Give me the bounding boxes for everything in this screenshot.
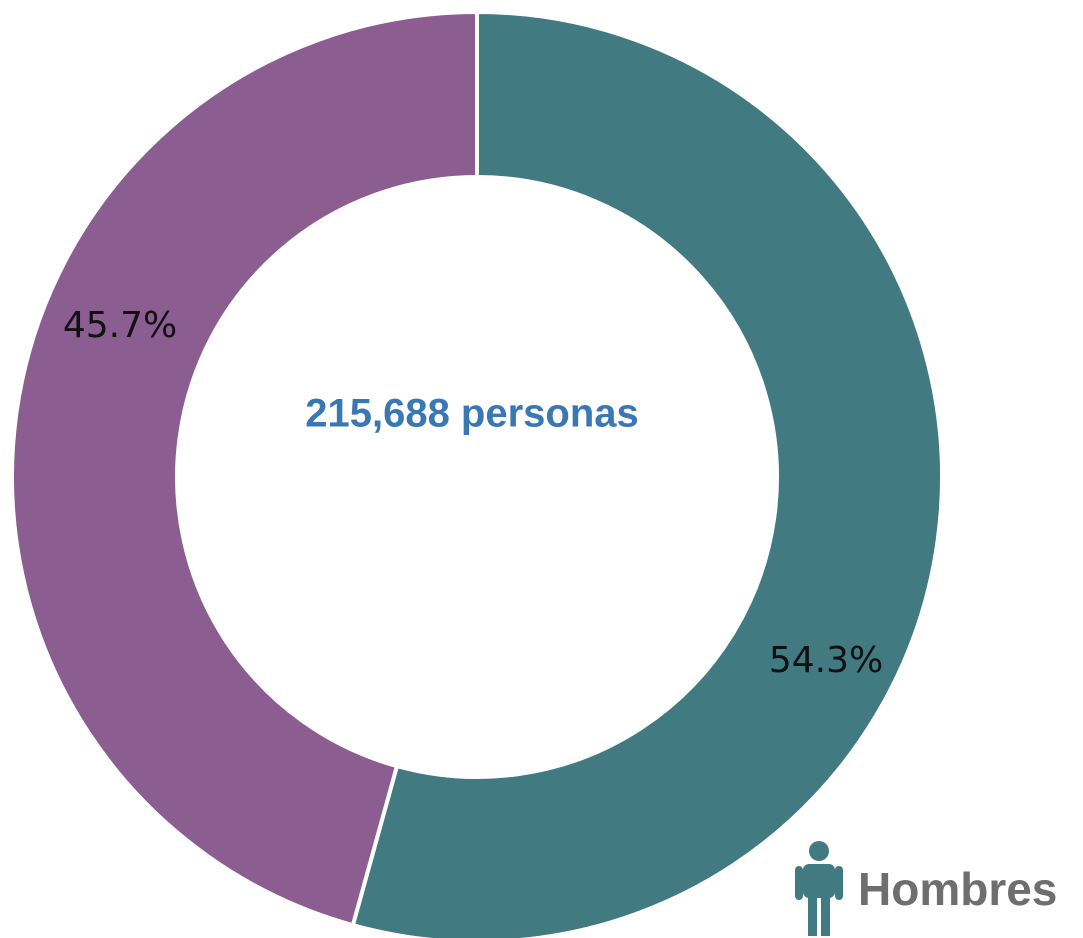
value-label: 54.3% [769, 640, 883, 681]
legend-icon [795, 841, 843, 936]
legend: Hombres [795, 841, 1057, 936]
legend-label: Hombres [858, 863, 1057, 915]
center-label: 215,688 personas [305, 392, 639, 436]
donut-segment [9, 9, 479, 928]
donut-segment [350, 9, 944, 938]
value-label: 45.7% [63, 305, 177, 346]
